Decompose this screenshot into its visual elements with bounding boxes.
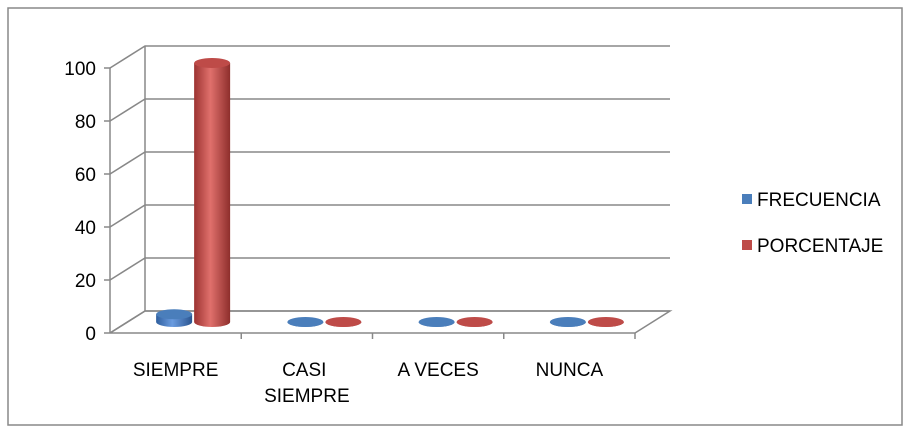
grid-line [109, 98, 670, 122]
grid-line [109, 310, 670, 334]
bar-top [456, 317, 493, 327]
y-tick-label: 100 [64, 59, 96, 80]
bar-top [418, 317, 455, 327]
y-tick-label: 60 [75, 165, 96, 186]
grid-line [109, 151, 670, 175]
y-tick-label: 0 [85, 324, 96, 345]
bar [194, 58, 231, 327]
y-tick-label: 40 [75, 218, 96, 239]
bar-top [325, 317, 362, 327]
legend-label: FRECUENCIA [757, 190, 881, 211]
bar [156, 309, 193, 327]
bar [456, 317, 493, 327]
bar [287, 317, 324, 327]
x-tick-label: SIEMPRE [133, 360, 219, 381]
grid-line [109, 204, 670, 228]
bar [549, 317, 586, 327]
bar-top [194, 58, 231, 68]
bar-body [194, 63, 231, 327]
bar-top [287, 317, 324, 327]
x-tick-label: CASI SIEMPRE [264, 360, 350, 407]
x-tick-label: A VECES [397, 360, 478, 381]
y-tick-label: 20 [75, 271, 96, 292]
legend-label: PORCENTAJE [757, 236, 883, 257]
x-tick-label: NUNCA [536, 360, 604, 381]
bar-top [587, 317, 624, 327]
grid-line [109, 45, 670, 69]
bar [418, 317, 455, 327]
y-tick-label: 80 [75, 112, 96, 133]
chart-frame [7, 7, 903, 426]
bar-top [156, 309, 193, 320]
grid-line [109, 257, 670, 281]
bar [325, 317, 362, 327]
legend-swatch [742, 240, 752, 250]
bar-top [549, 317, 586, 327]
legend-swatch [742, 194, 752, 204]
bar [587, 317, 624, 327]
